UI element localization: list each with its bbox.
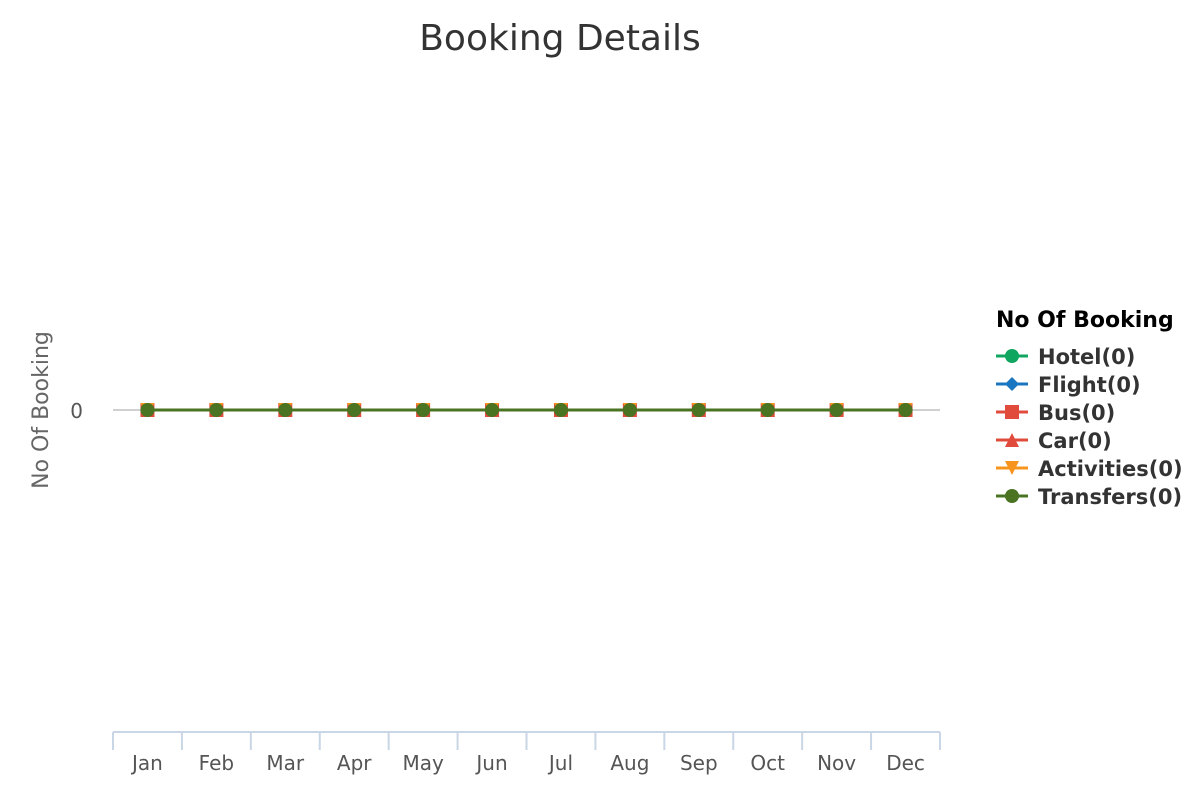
legend-label: Activities(0)	[1038, 457, 1183, 481]
data-point-5-8	[691, 403, 706, 417]
x-tick-label-dec: Dec	[886, 751, 925, 775]
x-tick-label-apr: Apr	[337, 751, 372, 775]
x-tick-label-jun: Jun	[474, 751, 507, 775]
legend-item-5[interactable]: Transfers(0)	[996, 485, 1182, 509]
x-tick-label-aug: Aug	[610, 751, 649, 775]
x-tick-label-mar: Mar	[266, 751, 305, 775]
legend-marker-2	[1005, 405, 1019, 419]
x-tick-label-jan: Jan	[130, 751, 163, 775]
legend: No Of Booking Hotel(0) Flight(0) Bus(0) Car…	[996, 308, 1183, 509]
x-tick-label-nov: Nov	[817, 751, 856, 775]
data-point-5-3	[347, 403, 362, 417]
legend-marker-5	[1005, 489, 1019, 503]
y-tick-label: 0	[70, 399, 83, 423]
y-axis-title: No Of Booking	[29, 331, 54, 489]
data-point-5-11	[898, 403, 913, 417]
x-tick-label-sep: Sep	[680, 751, 718, 775]
x-tick-label-may: May	[402, 751, 444, 775]
legend-marker-1	[1005, 377, 1019, 391]
legend-label: Hotel(0)	[1038, 345, 1135, 369]
legend-item-0[interactable]: Hotel(0)	[996, 345, 1135, 369]
legend-label: Flight(0)	[1038, 373, 1141, 397]
legend-item-4[interactable]: Activities(0)	[996, 457, 1183, 481]
plot-area	[140, 403, 913, 417]
data-point-5-6	[553, 403, 568, 417]
x-tick-label-jul: Jul	[547, 751, 573, 775]
legend-label: Car(0)	[1038, 429, 1112, 453]
series-5	[140, 403, 913, 417]
legend-marker-0	[1005, 349, 1019, 363]
data-point-5-1	[209, 403, 224, 417]
legend-marker-4	[1005, 461, 1019, 475]
legend-label: Bus(0)	[1038, 401, 1115, 425]
x-tick-label-feb: Feb	[199, 751, 234, 775]
data-point-5-4	[416, 403, 431, 417]
legend-marker-3	[1005, 433, 1019, 447]
data-point-5-9	[760, 403, 775, 417]
x-tick-label-oct: Oct	[750, 751, 785, 775]
data-point-5-10	[829, 403, 844, 417]
data-point-5-7	[622, 403, 637, 417]
legend-title: No Of Booking	[996, 308, 1174, 333]
chart-title: Booking Details	[419, 18, 701, 59]
legend-label: Transfers(0)	[1038, 485, 1182, 509]
data-point-5-2	[278, 403, 293, 417]
legend-item-3[interactable]: Car(0)	[996, 429, 1112, 453]
legend-item-2[interactable]: Bus(0)	[996, 401, 1115, 425]
legend-item-1[interactable]: Flight(0)	[996, 373, 1141, 397]
data-point-5-0	[140, 403, 155, 417]
data-point-5-5	[485, 403, 500, 417]
x-axis: Jan Feb Mar Apr May Jun Jul Aug Sep Oct Nov Dec	[112, 731, 941, 775]
